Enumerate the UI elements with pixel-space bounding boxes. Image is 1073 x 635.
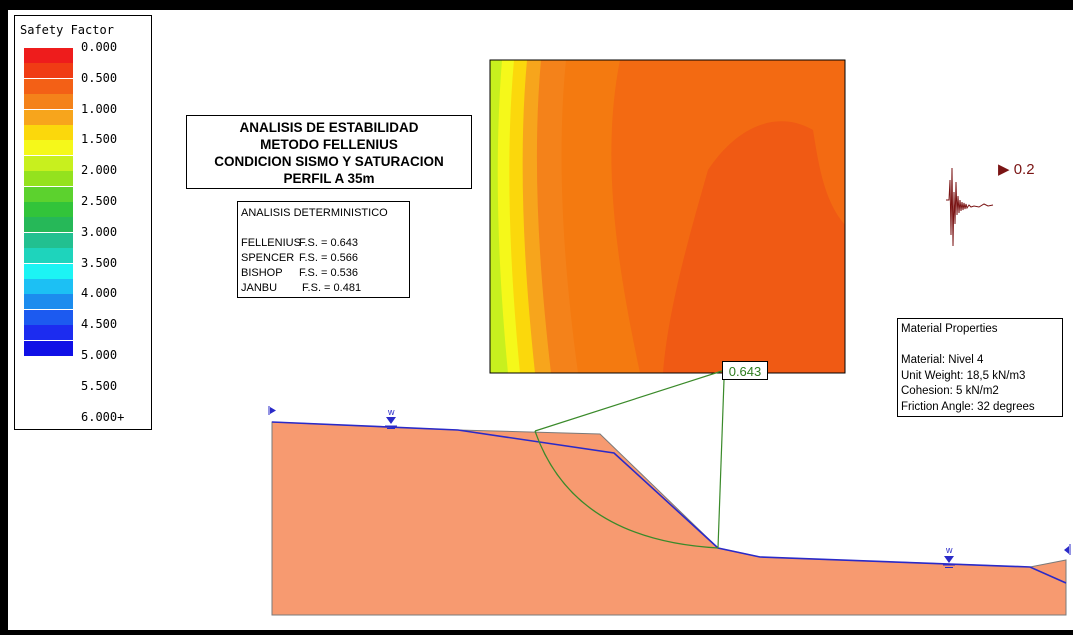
material-unit-weight: Unit Weight: 18,5 kN/m3 (901, 369, 1026, 382)
legend-tick-label: 6.000+ (81, 409, 125, 424)
legend-tick-label: 3.000 (81, 224, 118, 239)
title-line-2: METODO FELLENIUS (260, 137, 398, 152)
result-row-bishop: BISHOP F.S. = 0.536 (241, 267, 358, 279)
legend-swatch (24, 202, 73, 217)
method-name: BISHOP (241, 267, 283, 279)
result-row-fellenius: FELLENIUSF.S. = 0.643 (241, 237, 358, 249)
legend-swatch (24, 325, 73, 341)
water-table-symbol-right (943, 556, 955, 568)
water-label-right: w (945, 545, 953, 555)
fs-value: F.S. = 0.536 (299, 267, 359, 279)
legend-swatch (24, 48, 73, 63)
method-name: SPENCER (241, 252, 295, 264)
legend-tick-label: 0.500 (81, 70, 118, 85)
legend-tick-label: 5.500 (81, 378, 118, 393)
analysis-title-box: ANALISIS DE ESTABILIDAD METODO FELLENIUS… (186, 115, 472, 189)
material-cohesion: Cohesion: 5 kN/m2 (901, 385, 999, 397)
deterministic-results-box: ANALISIS DETERMINISTICO FELLENIUSF.S. = … (237, 201, 410, 298)
fs-leader-line-right (717, 379, 725, 549)
right-boundary-marker (1064, 544, 1071, 555)
slope-model-drawing: w w (268, 59, 1071, 616)
legend-title: Safety Factor (20, 23, 114, 37)
legend-tick-label: 4.500 (81, 317, 118, 332)
legend-tick-label: 4.000 (81, 286, 118, 301)
legend-tick-label: 1.000 (81, 101, 118, 116)
soil-profile (271, 421, 1067, 616)
legend-swatch (24, 309, 73, 325)
model-canvas: w w Safety Factor 0.000 0.500 1.000 1.500 2.… (8, 10, 1073, 630)
legend-tick-label: 0.000 (81, 40, 118, 54)
fs-value: F.S. = 0.481 (299, 282, 362, 294)
legend-swatch (24, 94, 73, 110)
water-table-symbol-left (385, 417, 397, 429)
legend-swatch (24, 263, 73, 279)
legend-swatch (24, 140, 73, 156)
legend-swatch (24, 340, 73, 356)
fs-leader-line-left (534, 370, 723, 432)
legend-swatch (24, 232, 73, 248)
seismic-icon (946, 167, 994, 247)
legend-swatch (24, 248, 73, 264)
legend-swatch (24, 186, 73, 202)
legend-swatch (24, 109, 73, 125)
contour-band-minimum (663, 121, 845, 373)
result-row-spencer: SPENCER F.S. = 0.566 (241, 252, 358, 264)
title-line-4: PERFIL A 35m (283, 171, 375, 186)
legend-swatch (24, 78, 73, 94)
contour-grid-border (489, 59, 846, 374)
legend-tick-label: 2.500 (81, 194, 118, 208)
seismic-coefficient-label: ▶ 0.2 (998, 161, 1035, 178)
material-name: Material: Nivel 4 (901, 354, 984, 366)
results-heading: ANALISIS DETERMINISTICO (241, 207, 388, 219)
title-line-1: ANALISIS DE ESTABILIDAD (239, 120, 419, 135)
legend-swatch (24, 294, 73, 310)
title-line-3: CONDICION SISMO Y SATURACION (214, 154, 444, 169)
critical-fs-label: 0.643 (722, 361, 768, 380)
legend-swatch (24, 279, 73, 294)
result-row-janbu: JANBU F.S. = 0.481 (241, 282, 361, 294)
fs-value: F.S. = 0.566 (299, 252, 359, 264)
legend-swatch (24, 171, 73, 187)
legend-tick-label: 3.500 (81, 255, 118, 270)
legend-swatch (24, 125, 73, 140)
legend-tick-label: 2.000 (81, 163, 118, 178)
safety-factor-legend: Safety Factor 0.000 0.500 1.000 1.500 2.000 2… (14, 15, 152, 430)
water-label-left: w (387, 407, 395, 417)
material-friction-angle: Friction Angle: 32 degrees (901, 400, 1035, 413)
legend-tick-label: 5.000 (81, 348, 118, 362)
fs-value: F.S. = 0.643 (299, 237, 359, 249)
material-spacer (901, 338, 1059, 354)
material-heading: Material Properties (901, 323, 998, 335)
method-name: JANBU (241, 282, 278, 294)
method-name: FELLENIUS (241, 237, 301, 249)
safety-factor-contour-grid (490, 60, 845, 373)
left-boundary-marker (268, 406, 276, 415)
legend-swatch (24, 217, 73, 233)
legend-swatch (24, 63, 73, 79)
legend-tick-label: 1.500 (81, 132, 118, 147)
critical-slip-surface (534, 430, 719, 549)
material-properties-box: Material Properties Material: Nivel 4 Un… (897, 318, 1063, 417)
legend-swatch (24, 155, 73, 171)
